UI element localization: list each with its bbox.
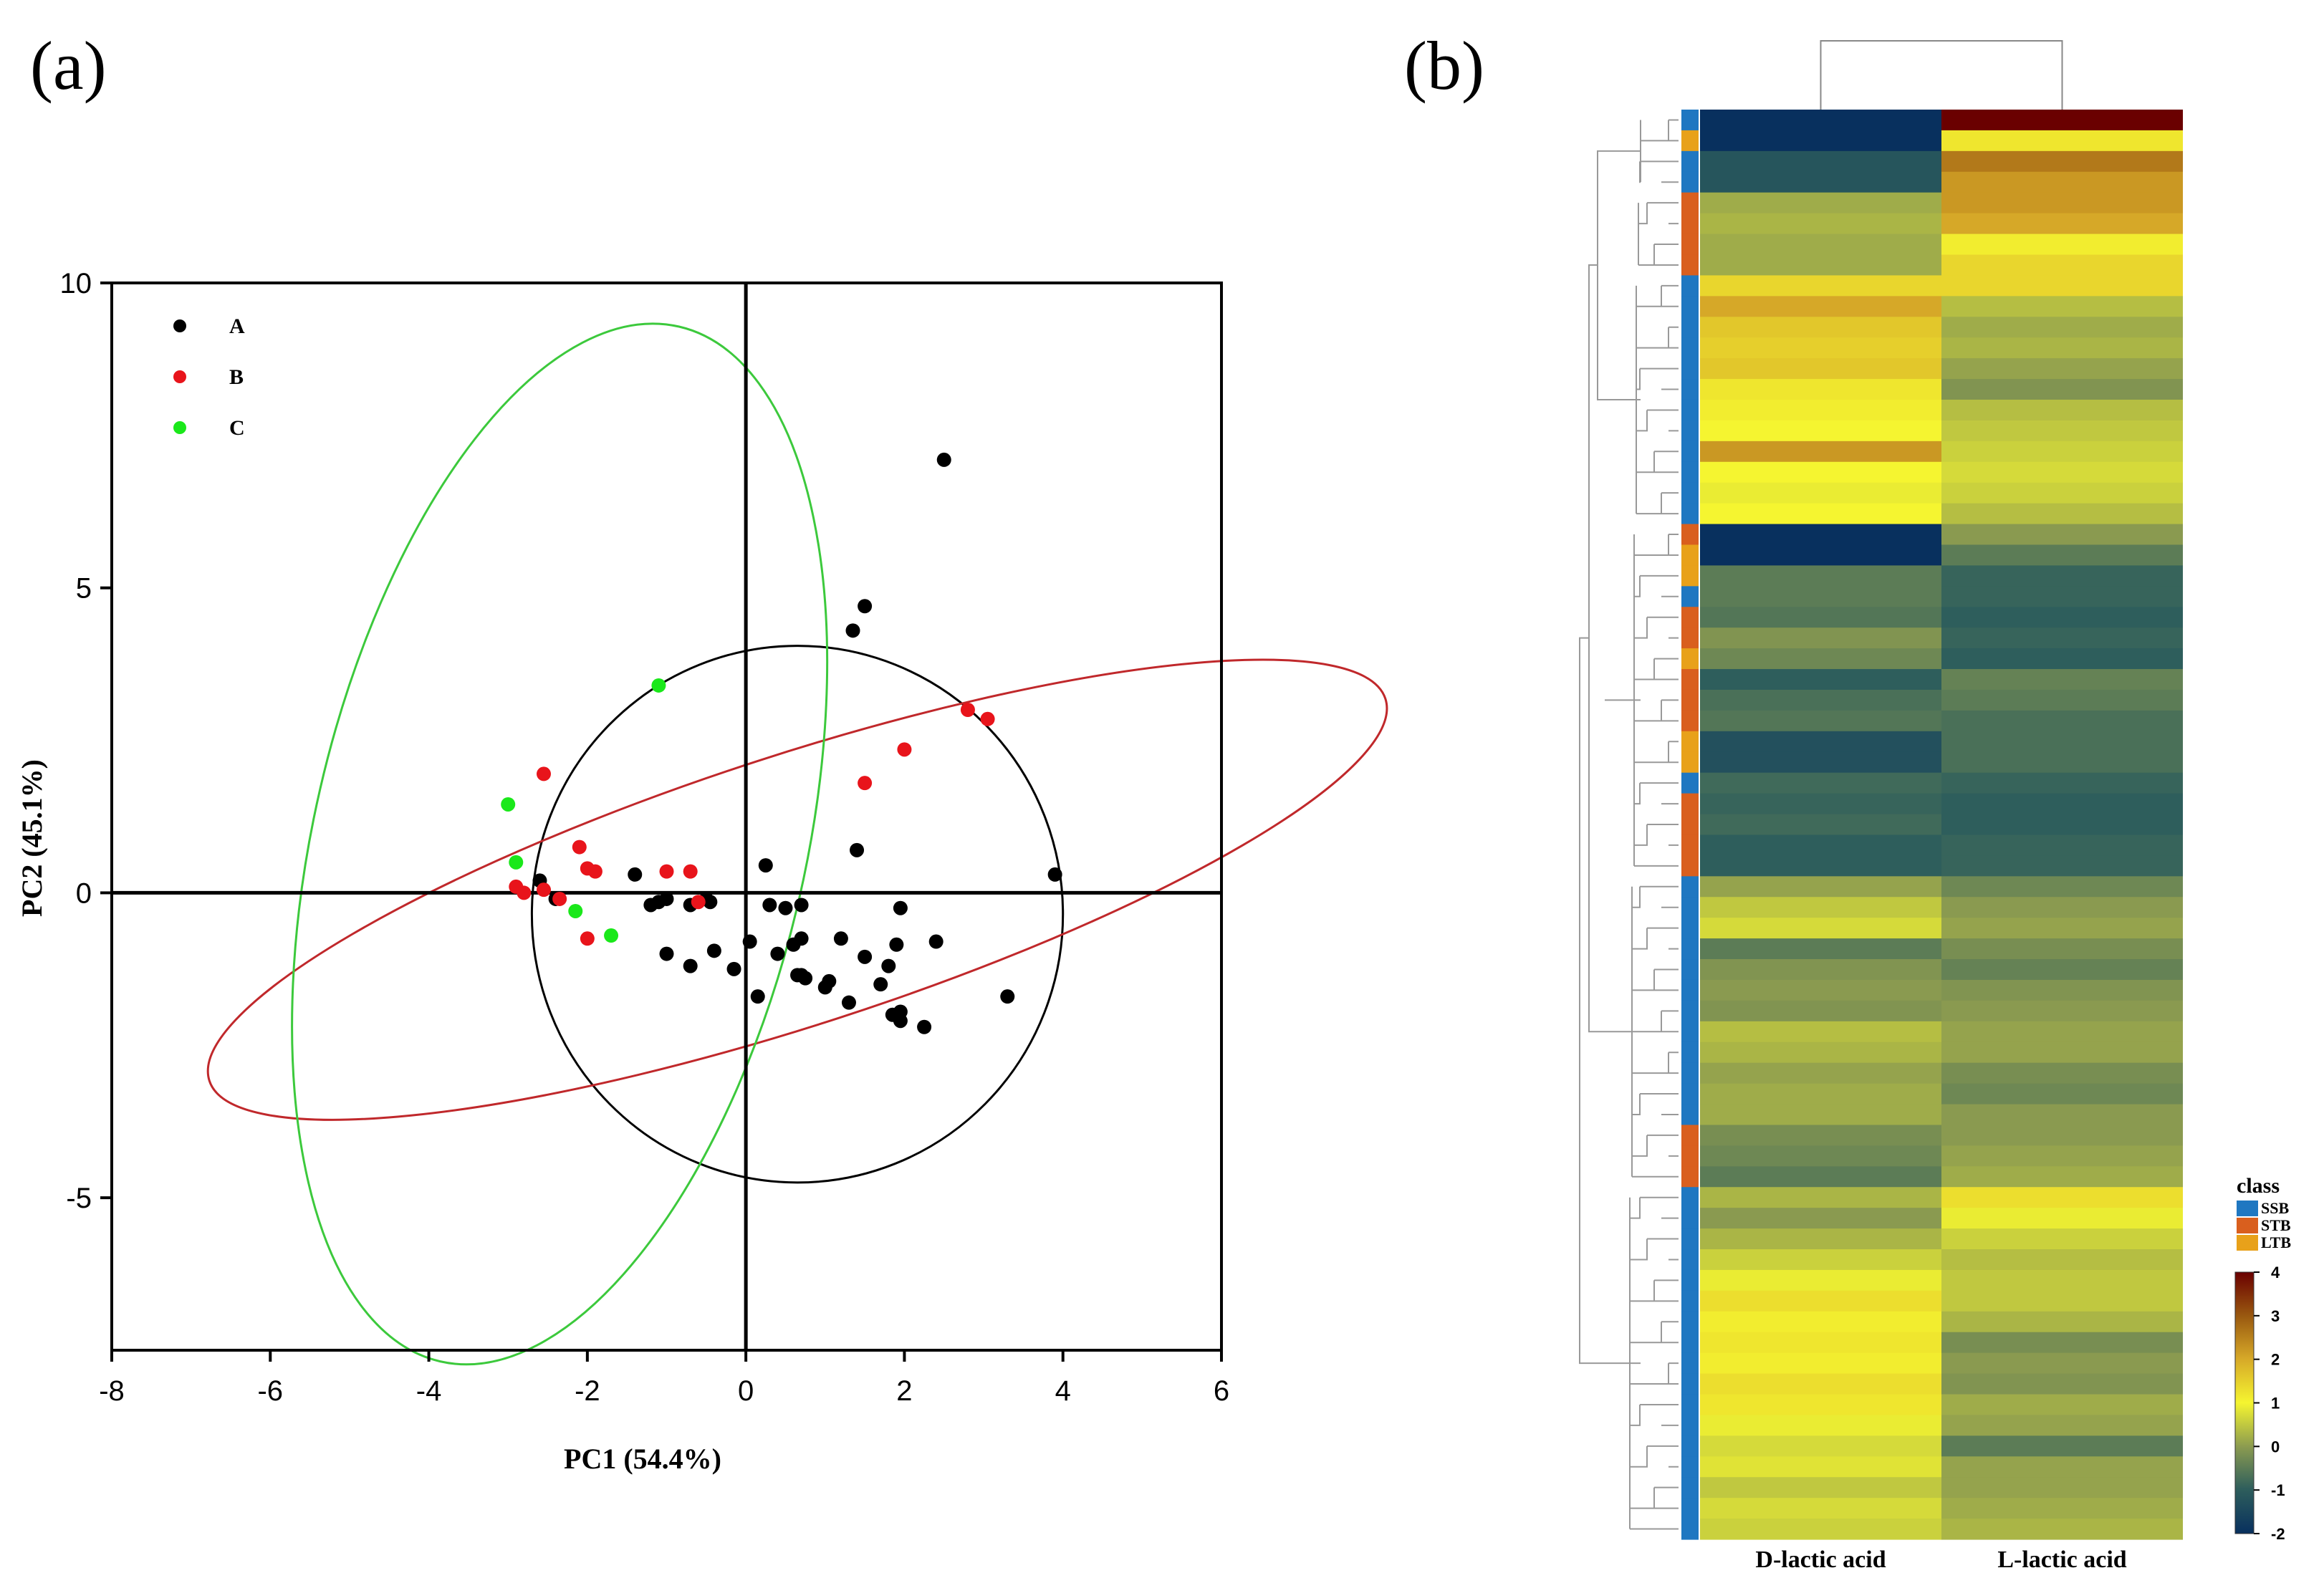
x-tick-label: -6 [257, 1375, 283, 1407]
point-B [659, 864, 674, 879]
point-A [778, 900, 793, 915]
x-tick-label: 0 [738, 1375, 754, 1407]
y-tick-label: 10 [60, 268, 92, 299]
point-A [858, 599, 873, 614]
confidence-ellipse [530, 645, 1065, 1184]
x-tick-label: 4 [1055, 1375, 1071, 1407]
point-A [794, 898, 809, 913]
x-tick-label: -2 [575, 1375, 600, 1407]
legend-marker-C [173, 421, 186, 434]
point-A [833, 931, 848, 946]
point-B [537, 766, 552, 781]
point-B [572, 839, 587, 855]
point-A [742, 934, 757, 949]
point-A [798, 971, 813, 986]
point-B [897, 742, 912, 757]
point-A [683, 958, 698, 973]
legend-marker-A [173, 319, 186, 332]
y-tick-label: -5 [66, 1183, 92, 1214]
scatter-points [501, 452, 1062, 1034]
x-tick-label: 2 [896, 1375, 912, 1407]
scatter-legend: A B C [173, 314, 245, 440]
point-C [604, 928, 619, 943]
point-A [770, 946, 785, 961]
point-A [841, 995, 856, 1010]
point-C [568, 903, 583, 918]
point-A [706, 943, 721, 958]
point-B [691, 895, 706, 910]
point-A [893, 1004, 908, 1019]
panel-label-b: (b) [1404, 27, 1484, 104]
point-B [683, 864, 698, 879]
ellipse-A [530, 645, 1065, 1184]
point-B [552, 891, 567, 906]
panel-label-a: (a) [30, 27, 107, 104]
ellipse-B [206, 658, 1388, 1121]
point-A [758, 858, 773, 873]
point-A [858, 949, 873, 964]
point-C [509, 855, 524, 870]
point-C [651, 678, 666, 693]
ellipse-C [291, 322, 829, 1366]
point-A [1047, 867, 1062, 882]
point-B [580, 931, 595, 946]
point-A [659, 891, 674, 906]
point-A [928, 934, 943, 949]
point-A [873, 977, 888, 992]
x-tick-label: 6 [1214, 1375, 1229, 1407]
legend-label-B: B [229, 365, 244, 389]
x-tick-label: -8 [99, 1375, 125, 1407]
point-A [881, 958, 896, 973]
point-B [587, 864, 602, 879]
point-A [917, 1019, 932, 1034]
point-A [762, 898, 777, 913]
y-tick-label: 0 [76, 877, 92, 909]
confidence-ellipses [206, 322, 1388, 1366]
plot-frame [110, 282, 1223, 1352]
legend-label-A: A [229, 314, 245, 338]
point-A [1000, 989, 1015, 1004]
point-B [537, 882, 552, 898]
point-A [936, 452, 951, 467]
point-A [750, 989, 765, 1004]
point-B [960, 703, 975, 717]
point-B [980, 711, 995, 726]
point-A [703, 895, 718, 910]
point-B [858, 776, 873, 791]
x-tick-label: -4 [416, 1375, 442, 1407]
point-A [817, 980, 832, 995]
point-A [845, 623, 860, 638]
point-A [850, 842, 865, 857]
confidence-ellipse [291, 322, 829, 1366]
point-A [786, 937, 801, 952]
legend-label-C: C [229, 416, 245, 440]
point-C [501, 797, 516, 812]
point-A [628, 867, 643, 882]
point-A [659, 946, 674, 961]
confidence-ellipse [206, 658, 1388, 1121]
point-A [726, 961, 741, 976]
y-tick-label: 5 [76, 573, 92, 605]
point-A [889, 937, 904, 952]
point-B [517, 885, 532, 900]
y-axis-title: PC2 (45.1%) [16, 759, 48, 917]
legend-marker-B [173, 370, 186, 383]
x-axis-title: PC1 (54.4%) [564, 1443, 721, 1475]
point-A [893, 900, 908, 915]
